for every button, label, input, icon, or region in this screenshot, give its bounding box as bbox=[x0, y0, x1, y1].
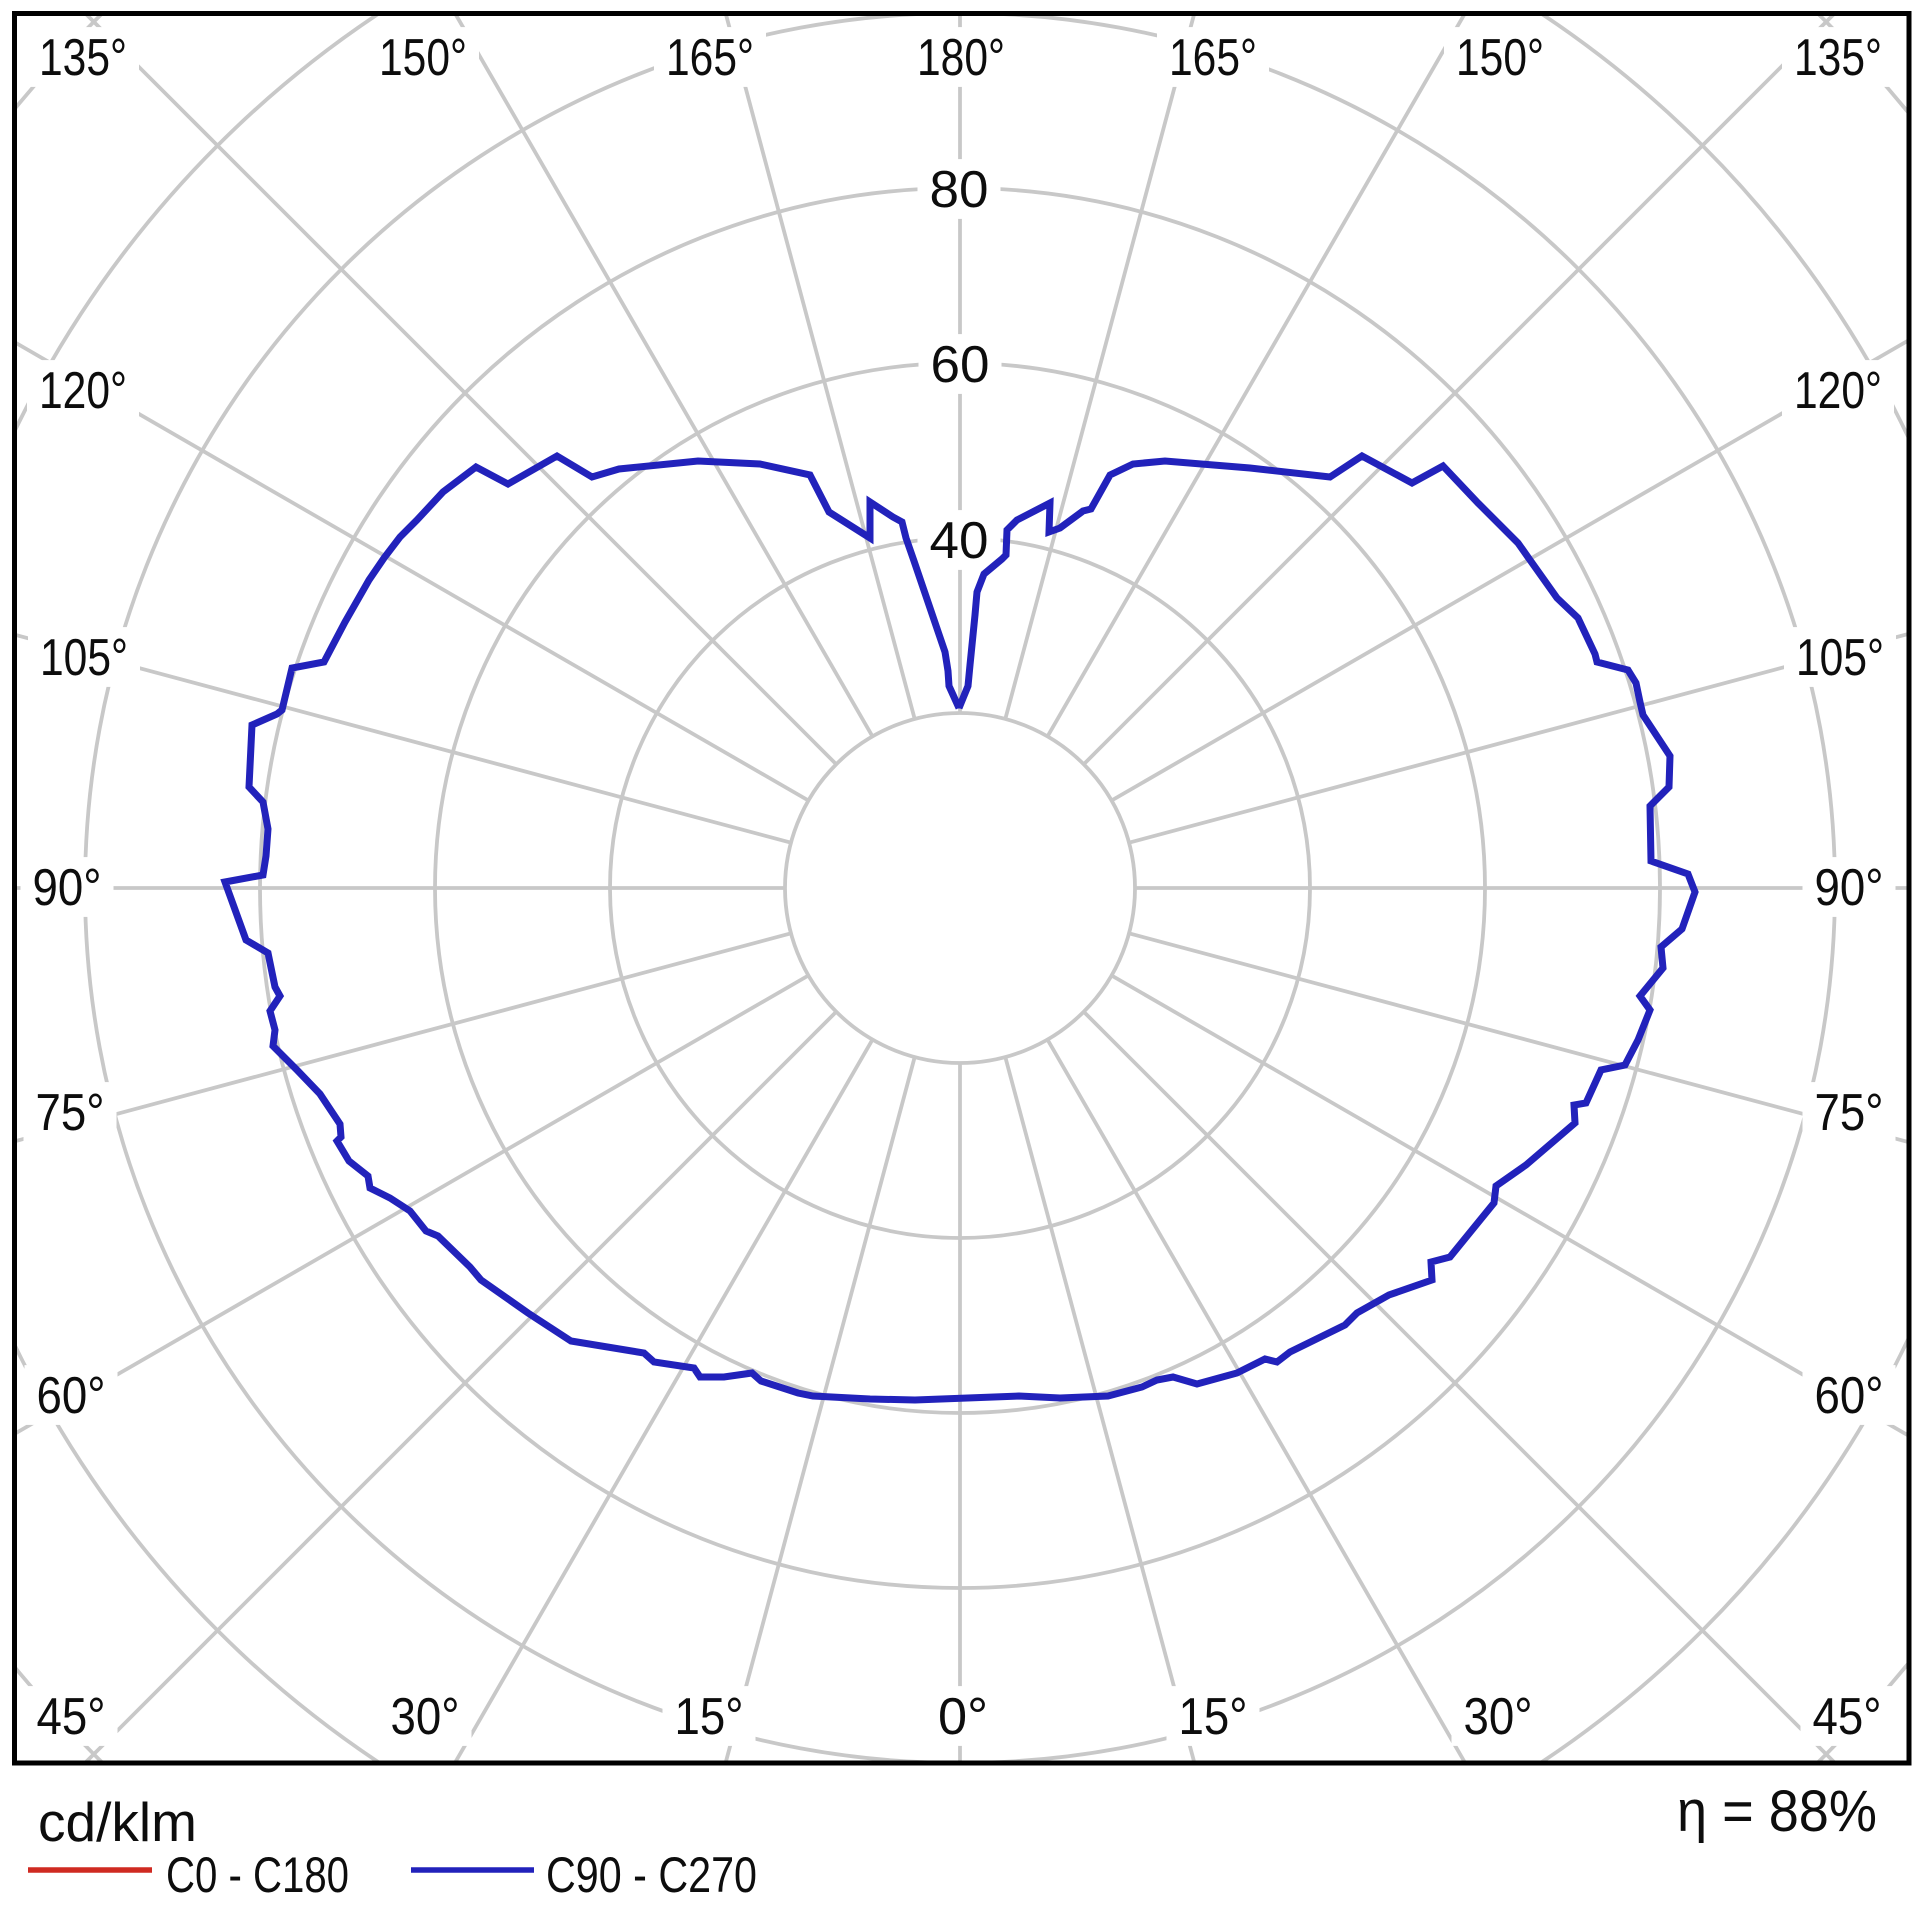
svg-text:90°: 90° bbox=[1815, 859, 1884, 917]
svg-text:45°: 45° bbox=[37, 1688, 106, 1746]
svg-text:C90 - C270: C90 - C270 bbox=[546, 1847, 757, 1903]
svg-text:30°: 30° bbox=[391, 1688, 460, 1746]
svg-text:15°: 15° bbox=[1179, 1688, 1248, 1746]
svg-text:0°: 0° bbox=[938, 1688, 988, 1746]
svg-text:75°: 75° bbox=[1815, 1084, 1884, 1142]
svg-text:30°: 30° bbox=[1464, 1688, 1533, 1746]
svg-text:cd/klm: cd/klm bbox=[38, 1791, 197, 1853]
svg-text:120°: 120° bbox=[39, 362, 127, 420]
svg-text:180°: 180° bbox=[917, 29, 1005, 87]
svg-text:60°: 60° bbox=[37, 1367, 106, 1425]
svg-text:45°: 45° bbox=[1813, 1688, 1882, 1746]
svg-text:105°: 105° bbox=[40, 629, 128, 687]
svg-text:60°: 60° bbox=[1815, 1367, 1884, 1425]
svg-text:75°: 75° bbox=[36, 1084, 105, 1142]
svg-text:135°: 135° bbox=[39, 29, 127, 87]
svg-text:15°: 15° bbox=[675, 1688, 744, 1746]
svg-text:135°: 135° bbox=[1794, 29, 1882, 87]
svg-text:120°: 120° bbox=[1794, 362, 1882, 420]
svg-text:150°: 150° bbox=[379, 29, 467, 87]
svg-text:60: 60 bbox=[931, 336, 990, 394]
svg-text:C0 - C180: C0 - C180 bbox=[166, 1847, 349, 1903]
svg-text:40: 40 bbox=[930, 512, 989, 570]
svg-text:105°: 105° bbox=[1796, 629, 1884, 687]
svg-text:165°: 165° bbox=[666, 29, 754, 87]
svg-text:165°: 165° bbox=[1169, 29, 1257, 87]
svg-text:η = 88%: η = 88% bbox=[1677, 1779, 1877, 1844]
svg-text:150°: 150° bbox=[1456, 29, 1544, 87]
svg-text:90°: 90° bbox=[33, 859, 102, 917]
svg-text:80: 80 bbox=[930, 161, 989, 219]
